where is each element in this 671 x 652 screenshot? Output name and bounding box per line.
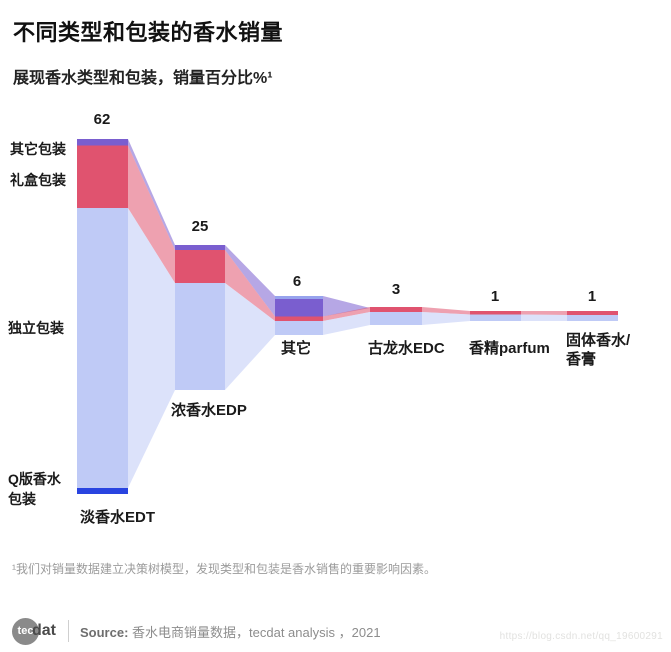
stage-label-edc: 古龙水EDC: [368, 340, 445, 357]
funnel-bar-0-segment-red: [77, 145, 128, 208]
row-label-giftbox-packaging: 礼盒包装: [10, 172, 66, 188]
funnel-connector-blue: [521, 314, 567, 321]
value-label-edp: 25: [191, 218, 209, 235]
stage-label-solid-line2: 香膏: [566, 351, 597, 368]
funnel-bar-1-segment-purple: [175, 245, 225, 250]
funnel-bar-2-segment-red: [275, 316, 323, 321]
footer-divider: [68, 620, 69, 642]
stage-label-parfum: 香精parfum: [469, 340, 550, 357]
funnel-connector-red: [128, 145, 175, 283]
funnel-connector-red: [521, 311, 567, 315]
funnel-connector-red: [225, 250, 275, 321]
stage-label-solid: 固体香水/ 香膏: [566, 331, 630, 369]
tecdat-logo-circle: tec: [12, 617, 39, 645]
funnel-bar-0-segment-darkblue: [77, 488, 128, 494]
funnel-bar-5-segment-blue: [567, 315, 618, 321]
funnel-connector-red: [323, 307, 370, 321]
tecdat-logo-text: dat: [32, 622, 56, 639]
funnel-bar-2-segment-lightindigo: [275, 296, 323, 299]
funnel-bar-3-segment-red: [370, 307, 422, 312]
funnel-bar-1-segment-blue: [175, 283, 225, 390]
value-label-solid: 1: [587, 288, 597, 305]
funnel-connector-blue: [128, 208, 175, 488]
row-label-standalone-packaging: 独立包装: [8, 320, 64, 336]
value-label-edc: 3: [391, 281, 401, 298]
funnel-bar-5-segment-red: [567, 311, 618, 315]
value-label-edt: 62: [93, 111, 111, 128]
tecdat-logo: tec dat: [12, 617, 56, 645]
value-label-other: 6: [292, 273, 302, 290]
funnel-bar-2-segment-purple: [275, 299, 323, 317]
csdn-watermark: https://blog.csdn.net/qq_19600291: [499, 631, 663, 642]
funnel-connector-blue: [323, 312, 370, 335]
stage-label-edp: 浓香水EDP: [171, 402, 247, 419]
funnel-bar-1-segment-red: [175, 250, 225, 283]
footnote: ¹我们对销量数据建立决策树模型，发现类型和包装是香水销售的重要影响因素。: [12, 562, 436, 576]
chart-subtitle: 展现香水类型和包装，销量百分比%¹: [13, 70, 273, 87]
funnel-bar-0-segment-purple: [77, 139, 128, 146]
funnel-bar-2-segment-blue: [275, 321, 323, 335]
row-label-other-packaging: 其它包装: [10, 141, 66, 157]
value-label-parfum: 1: [490, 288, 500, 305]
row-label-mini-packaging-line2: 包装: [8, 491, 36, 507]
funnel-connector-purple: [128, 139, 175, 250]
funnel-bar-4-segment-red: [470, 311, 521, 315]
funnel-connector-blue: [422, 312, 470, 325]
funnel-connector-blue: [225, 283, 275, 390]
stage-label-solid-line1: 固体香水/: [566, 332, 631, 349]
source-line: Source: 香水电商销量数据，tecdat analysis ，2021: [80, 622, 381, 641]
stage-label-edt: 淡香水EDT: [80, 509, 156, 526]
page-title: 不同类型和包装的香水销量: [13, 20, 284, 45]
funnel-bar-4-segment-blue: [470, 314, 521, 321]
row-label-mini-packaging-line1: Q版香水: [8, 471, 61, 487]
stage-label-other: 其它: [281, 340, 312, 357]
source-text: 香水电商销量数据，tecdat analysis ，2021: [132, 624, 381, 640]
funnel-bar-3-segment-blue: [370, 312, 422, 325]
funnel-bar-0-segment-blue: [77, 208, 128, 488]
source-label: Source:: [80, 624, 129, 640]
funnel-connector-purple: [323, 296, 370, 317]
footer: tec dat Source: 香水电商销量数据，tecdat analysis…: [12, 616, 381, 646]
row-label-mini-packaging: Q版香水 包装: [8, 469, 61, 509]
funnel-connector-purple: [225, 245, 275, 317]
